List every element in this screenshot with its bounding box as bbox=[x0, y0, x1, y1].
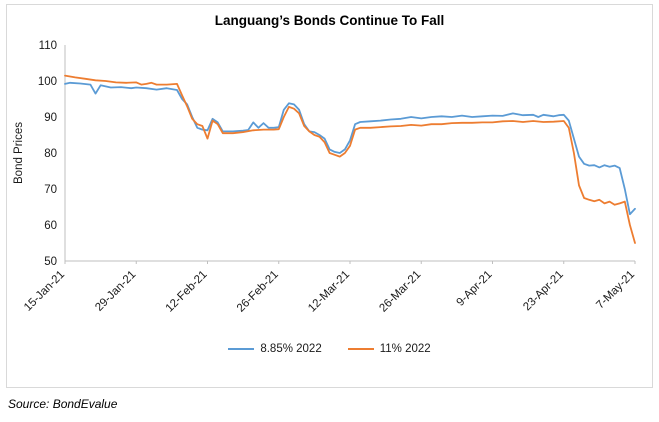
chart-frame: Languang’s Bonds Continue To Fall 50 60 70… bbox=[6, 4, 653, 388]
plot-svg: 50 60 70 80 90 100 110 15-Jan-21 29-Jan-21 12-Feb… bbox=[13, 40, 637, 315]
svg-text:7-May-21: 7-May-21 bbox=[594, 269, 637, 312]
svg-text:Bond Prices: Bond Prices bbox=[13, 122, 25, 184]
legend-item-series-2: 11% 2022 bbox=[347, 343, 431, 355]
legend-line-swatch-blue bbox=[228, 348, 255, 350]
svg-text:90: 90 bbox=[44, 112, 57, 124]
svg-text:23-Apr-21: 23-Apr-21 bbox=[521, 269, 566, 314]
svg-text:70: 70 bbox=[44, 184, 57, 196]
svg-text:110: 110 bbox=[39, 40, 57, 52]
legend-item-series-1: 8.85% 2022 bbox=[228, 343, 322, 355]
legend: 8.85% 2022 11% 2022 bbox=[7, 343, 652, 355]
svg-text:26-Feb-21: 26-Feb-21 bbox=[235, 269, 281, 315]
source-note: Source: BondEvalue bbox=[8, 397, 118, 411]
svg-text:9-Apr-21: 9-Apr-21 bbox=[454, 269, 494, 309]
legend-label-series-2: 11% 2022 bbox=[379, 343, 431, 355]
svg-text:26-Mar-21: 26-Mar-21 bbox=[377, 269, 423, 315]
chart-title: Languang’s Bonds Continue To Fall bbox=[214, 13, 445, 28]
svg-text:50: 50 bbox=[44, 256, 57, 268]
svg-text:100: 100 bbox=[38, 76, 57, 88]
svg-text:15-Jan-21: 15-Jan-21 bbox=[22, 269, 67, 314]
svg-text:29-Jan-21: 29-Jan-21 bbox=[93, 269, 138, 314]
legend-label-series-1: 8.85% 2022 bbox=[260, 343, 322, 355]
svg-text:60: 60 bbox=[44, 220, 57, 232]
svg-text:12-Feb-21: 12-Feb-21 bbox=[164, 269, 210, 315]
svg-text:12-Mar-21: 12-Mar-21 bbox=[306, 269, 352, 315]
legend-line-swatch-orange bbox=[347, 348, 374, 350]
svg-text:80: 80 bbox=[44, 148, 57, 160]
